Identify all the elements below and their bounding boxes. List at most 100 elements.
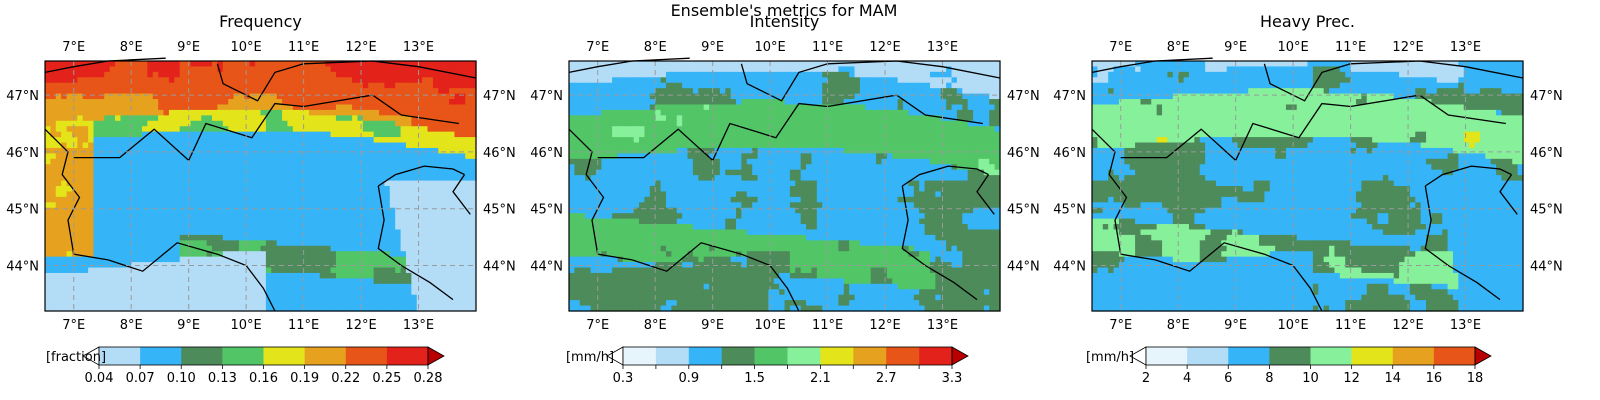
heatmap-cell — [746, 77, 753, 84]
heatmap-cell — [244, 109, 251, 116]
heatmap-cell — [158, 272, 165, 279]
heatmap-cell — [655, 93, 662, 100]
heatmap-cell — [255, 175, 262, 182]
heatmap-cell — [325, 213, 332, 220]
heatmap-cell — [168, 213, 175, 220]
heatmap-cell — [147, 267, 154, 274]
heatmap-cell — [319, 164, 326, 171]
heatmap-cell — [292, 224, 299, 231]
heatmap-cell — [368, 158, 375, 165]
heatmap-cell — [956, 82, 963, 89]
heatmap-cell — [703, 104, 710, 111]
heatmap-cell — [940, 126, 947, 133]
heatmap-cell — [71, 137, 78, 144]
heatmap-cell — [195, 305, 202, 312]
heatmap-cell — [249, 88, 256, 95]
heatmap-cell — [379, 186, 386, 193]
heatmap-cell — [158, 305, 165, 312]
heatmap-cell — [994, 99, 1001, 106]
heatmap-cell — [849, 61, 856, 68]
heatmap-cell — [346, 164, 353, 171]
heatmap-cell — [628, 115, 635, 122]
heatmap-cell — [438, 142, 445, 149]
heatmap-cell — [649, 142, 656, 149]
heatmap-cell — [746, 93, 753, 100]
heatmap-cell — [903, 82, 910, 89]
heatmap-cell — [104, 213, 111, 220]
heatmap-cell — [416, 196, 423, 203]
heatmap-cell — [233, 104, 240, 111]
heatmap-cell — [238, 196, 245, 203]
heatmap-cell — [838, 77, 845, 84]
heatmap-cell — [255, 88, 262, 95]
heatmap-cell — [665, 131, 672, 138]
heatmap-cell — [854, 88, 861, 95]
heatmap-cell — [98, 142, 105, 149]
heatmap-cell — [908, 126, 915, 133]
heatmap-cell — [849, 104, 856, 111]
heatmap-cell — [655, 61, 662, 68]
heatmap-cell — [125, 142, 132, 149]
heatmap-cell — [152, 213, 159, 220]
heatmap-cell — [827, 77, 834, 84]
heatmap-cell — [379, 126, 386, 133]
heatmap-cell — [352, 104, 359, 111]
heatmap-cell — [271, 218, 278, 225]
heatmap-cell — [400, 240, 407, 247]
heatmap-cell — [639, 88, 646, 95]
heatmap-cell — [314, 234, 321, 241]
heatmap-cell — [876, 77, 883, 84]
heatmap-cell — [373, 142, 380, 149]
heatmap-cell — [168, 278, 175, 285]
heatmap-cell — [432, 218, 439, 225]
heatmap-cell — [265, 272, 272, 279]
heatmap-cell — [579, 88, 586, 95]
heatmap-cell — [443, 229, 450, 236]
heatmap-cell — [265, 131, 272, 138]
heatmap-cell — [405, 213, 412, 220]
heatmap-cell — [432, 207, 439, 214]
heatmap-cell — [255, 137, 262, 144]
heatmap-cell — [449, 240, 456, 247]
heatmap-cell — [811, 88, 818, 95]
heatmap-cell — [346, 196, 353, 203]
heatmap-cell — [115, 229, 122, 236]
heatmap-cell — [125, 77, 132, 84]
heatmap-cell — [206, 191, 213, 198]
border-line — [377, 165, 465, 187]
heatmap-cell — [411, 120, 418, 127]
heatmap-cell — [373, 104, 380, 111]
heatmap-cell — [303, 267, 310, 274]
heatmap-cell — [427, 196, 434, 203]
heatmap-cells — [45, 61, 477, 312]
heatmap-cell — [120, 158, 127, 165]
heatmap-cell — [206, 147, 213, 154]
heatmap-cell — [212, 300, 218, 307]
heatmap-cell — [886, 61, 893, 68]
heatmap-cell — [55, 104, 62, 111]
heatmap-cell — [714, 61, 721, 68]
heatmap-cell — [725, 131, 732, 138]
heatmap-cell — [919, 137, 926, 144]
heatmap-cell — [449, 186, 456, 193]
heatmap-cell — [163, 191, 170, 198]
heatmap-cell — [61, 213, 68, 220]
heatmap-cell — [308, 169, 315, 176]
heatmap-cell — [454, 229, 461, 236]
heatmap-cell — [967, 93, 974, 100]
heatmap-cell — [233, 147, 240, 154]
heatmap-cell — [120, 207, 127, 214]
heatmap-cell — [432, 196, 439, 203]
heatmap-cell — [449, 224, 456, 231]
heatmap-cell — [77, 278, 84, 285]
heatmap-cell — [709, 120, 716, 127]
heatmap-cell — [82, 147, 89, 154]
heatmap-cell — [617, 93, 624, 100]
heatmap-cell — [886, 88, 893, 95]
heatmap-cell — [244, 213, 251, 220]
heatmap-cell — [325, 169, 332, 176]
heatmap-cell — [432, 77, 439, 84]
heatmap-cell — [341, 99, 348, 106]
heatmap-cell — [158, 245, 165, 252]
heatmap-cell — [362, 191, 369, 198]
